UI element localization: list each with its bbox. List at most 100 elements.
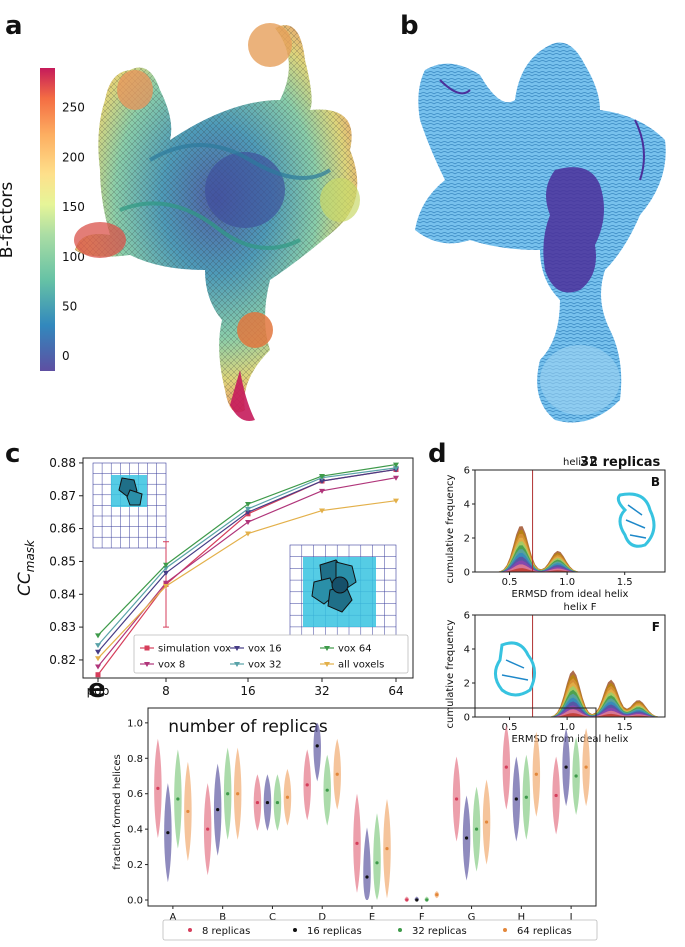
series-point: [95, 643, 101, 649]
helix-f-thumbnail: [494, 641, 536, 697]
legend-marker: [234, 646, 240, 651]
violin-median: [265, 800, 270, 805]
violin-median: [574, 774, 578, 778]
x-tick-label: B: [219, 912, 226, 923]
y-tick-label: 2: [464, 534, 470, 545]
y-tick-label: 1.0: [127, 718, 143, 729]
legend-marker: [324, 646, 330, 651]
legend-label: vox 32: [248, 660, 282, 671]
legend-marker: [144, 645, 150, 651]
panel-label-a: a: [5, 11, 23, 41]
chart-c-legend: simulation vox vox 16 vox 64 vox 8 vox 32 all…: [133, 634, 409, 674]
series-point: [163, 562, 169, 568]
series-point: [95, 656, 101, 662]
rna-structure-bfactor: [74, 23, 360, 421]
series-point: [95, 672, 101, 678]
series-point: [319, 478, 325, 484]
colorbar-tick: 250: [62, 101, 85, 115]
series-point: [319, 474, 325, 480]
legend-marker: [234, 662, 240, 667]
x-tick-label: 32: [314, 684, 329, 698]
subplot-y-label: cumulative frequency: [445, 474, 456, 583]
density-area: [475, 568, 665, 572]
panel-label-e: e: [88, 674, 106, 704]
y-tick-label: 0.86: [49, 522, 76, 536]
subplot-tag: F: [652, 620, 660, 634]
x-tick-label: 1.0: [559, 577, 575, 588]
violin-median: [206, 827, 210, 831]
subplot-title: helix B: [563, 457, 597, 468]
chart-c-series: [95, 462, 399, 678]
series-point: [393, 475, 399, 481]
series-point: [245, 520, 251, 526]
series-point: [245, 510, 251, 516]
violin-median: [186, 809, 190, 814]
y-tick-label: 0.82: [49, 653, 76, 667]
colorbar-tick: 100: [62, 250, 85, 264]
x-tick-label: 1.5: [617, 722, 633, 733]
x-tick-label: 16: [240, 684, 255, 698]
violin-median: [484, 820, 489, 824]
x-tick-label: pdb: [87, 684, 110, 698]
x-tick-label: A: [169, 912, 176, 923]
series-point: [163, 584, 169, 590]
y-tick-label: 0.88: [49, 456, 76, 470]
chart-c-y-label-main: CC: [15, 572, 35, 596]
violin-median: [474, 827, 479, 831]
y-tick-label: 4: [464, 645, 470, 656]
violin-median: [584, 765, 588, 769]
y-tick-label: 2: [464, 679, 470, 690]
legend-label: 16 replicas: [307, 926, 362, 937]
x-tick-label: 1.5: [617, 577, 633, 588]
x-tick-label: H: [518, 912, 526, 923]
y-tick-label: 0.8: [127, 754, 143, 765]
colorbar: [40, 68, 55, 371]
series-point: [163, 570, 169, 576]
subplot-frame: [474, 614, 666, 718]
legend-label: vox 8: [158, 660, 185, 671]
violin-median: [176, 797, 180, 801]
y-tick-label: 0.85: [49, 554, 76, 568]
legend-marker: [398, 928, 402, 932]
legend-marker: [324, 662, 330, 667]
violin-median: [524, 795, 528, 799]
density-area: [475, 713, 665, 717]
violin-median: [554, 793, 558, 798]
chart-c-y-label: CCmask: [15, 539, 37, 596]
violin-median: [166, 831, 170, 835]
violin-median: [325, 788, 329, 792]
violin-body: [363, 827, 371, 901]
legend-marker: [503, 928, 507, 932]
x-tick-label: F: [419, 912, 425, 923]
x-tick-label: D: [318, 912, 326, 923]
violin-median: [305, 783, 309, 787]
y-tick-label: 0: [464, 713, 470, 724]
x-tick-label: 64: [388, 684, 403, 698]
series-point: [95, 649, 101, 655]
chart-c: 0.820.830.840.850.860.870.88 pdb 8 16 32 64 …: [15, 456, 414, 737]
chart-e-legend: 8 replicas 16 replicas 32 replicas 64 repli…: [162, 919, 598, 941]
colorbar-tick: 200: [62, 150, 85, 164]
series-point: [95, 633, 101, 639]
chart-e-y-ticks: 0.0 0.2 0.4 0.6 0.8 1.0: [127, 718, 148, 907]
y-tick-label: 6: [464, 611, 470, 622]
violin-median: [375, 861, 379, 865]
x-tick-label: 0.5: [502, 577, 518, 588]
panel-label-d: d: [428, 439, 447, 469]
colorbar-ticks: 0 50 100 150 200 250: [62, 101, 85, 363]
violin-median: [285, 795, 290, 799]
chart-c-x-label: number of replicas: [168, 717, 328, 737]
chart-e-x-ticks: A B C D E F G H I: [169, 906, 573, 923]
legend-marker: [188, 928, 192, 932]
series-point: [393, 462, 399, 468]
y-tick-label: 6: [464, 466, 470, 477]
subplot-frame: [474, 469, 666, 573]
violin-median: [435, 893, 439, 897]
series-point: [393, 465, 399, 471]
subplot-title: helix F: [564, 602, 597, 613]
subplot-y-label: cumulative frequency: [445, 619, 456, 728]
legend-label: all voxels: [338, 660, 384, 671]
violin-median: [464, 836, 469, 840]
density-area: [475, 533, 665, 572]
